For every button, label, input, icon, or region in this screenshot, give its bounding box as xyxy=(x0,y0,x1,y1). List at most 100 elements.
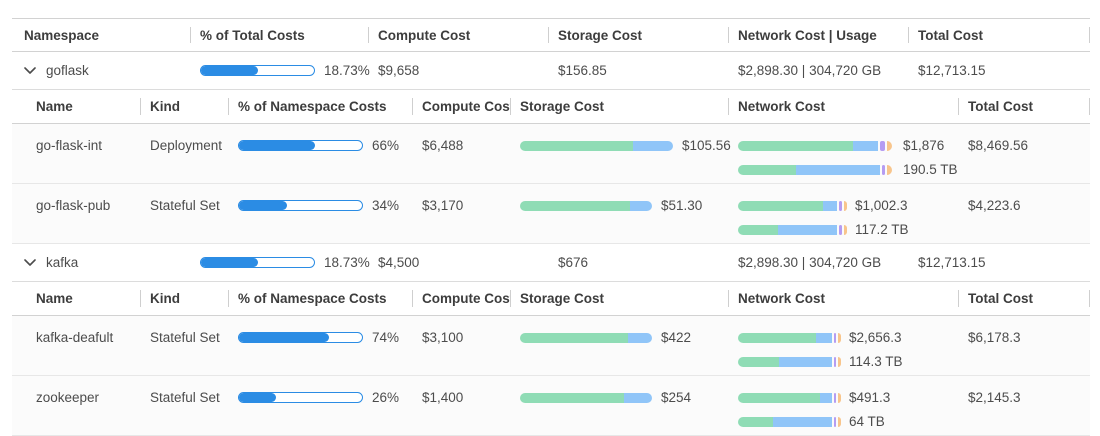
workload-kind: Deployment xyxy=(150,138,223,153)
storage-cost-bar-value: $254 xyxy=(661,390,692,405)
storage-cost-bar-value: $51.30 xyxy=(661,198,703,213)
workload-row[interactable]: zookeeper Stateful Set 26% $1,400 $254 $491.3… xyxy=(12,376,1090,436)
namespace-name: kafka xyxy=(46,255,79,270)
network-usage-bar-value: 117.2 TB xyxy=(855,222,909,237)
bar-segment-green-icon xyxy=(738,200,824,211)
namespace-row[interactable]: kafka 18.73% $4,500 $676 $2,898.30 | 304,720… xyxy=(12,244,1090,282)
namespace-cost-share-bar xyxy=(238,392,363,403)
namespace-total-cost: $12,713.15 xyxy=(918,255,986,270)
workload-kind: Stateful Set xyxy=(150,330,220,345)
namespace-storage-cost: $676 xyxy=(558,255,589,270)
workload-compute-cost: $3,170 xyxy=(422,198,464,213)
chevron-down-icon[interactable] xyxy=(24,67,36,74)
bar-segment-orange-icon xyxy=(837,356,841,367)
workload-kind: Stateful Set xyxy=(150,198,220,213)
bar-segment-orange-icon xyxy=(887,140,892,151)
network-usage-bar-value: 64 TB xyxy=(849,414,885,429)
workload-row[interactable]: kafka-deafult Stateful Set 74% $3,100 $422 $2… xyxy=(12,316,1090,376)
namespace-cost-share-bar-fill xyxy=(239,141,316,150)
bar-segment-purple-icon xyxy=(881,164,886,175)
namespace-network-cost-usage: $2,898.30 | 304,720 GB xyxy=(738,63,882,78)
namespace-network-cost-usage: $2,898.30 | 304,720 GB xyxy=(738,255,882,270)
cost-breakdown-table: Namespace% of Total Costs Compute Cost Sto… xyxy=(12,18,1090,436)
network-usage-bar xyxy=(738,224,847,235)
bar-segment-purple-icon xyxy=(880,140,886,151)
namespace-total-cost: $12,713.15 xyxy=(918,63,986,78)
column-header-of-total-costs: % of Total Costs xyxy=(190,19,368,51)
nested-column-header-of-namespace-costs: % of Namespace Costs xyxy=(228,282,412,315)
bar-segment-blue-icon xyxy=(624,392,652,403)
bar-segment-green-icon xyxy=(738,356,779,367)
bar-segment-blue-icon xyxy=(772,416,832,427)
nested-column-header-name: Name xyxy=(36,291,73,306)
namespace-name: goflask xyxy=(46,63,89,78)
namespace-cost-share-bar xyxy=(238,140,363,151)
storage-cost-bar-value: $105.56 xyxy=(682,138,731,153)
workload-name: zookeeper xyxy=(36,390,100,405)
storage-cost-bar xyxy=(520,140,673,151)
network-cost-bar-value: $491.3 xyxy=(849,390,891,405)
column-header-namespace: Namespace xyxy=(24,27,100,43)
bar-segment-blue-icon xyxy=(853,140,879,151)
nested-column-header-compute-cost: Compute Cost xyxy=(412,282,510,315)
table-header-row: Namespace % of Total Costs Compute Cost Sto… xyxy=(12,18,1090,52)
bar-segment-blue-icon xyxy=(819,392,832,403)
bar-segment-purple-icon xyxy=(833,356,836,367)
network-usage-bar xyxy=(738,416,841,427)
total-cost-share-bar-fill xyxy=(201,258,258,267)
nested-header-row: Name Kind% of Namespace Costs Compute Cost… xyxy=(12,282,1090,316)
namespace-cost-share-value: 66% xyxy=(372,138,400,153)
workload-row[interactable]: go-flask-pub Stateful Set 34% $3,170 $51.30 $… xyxy=(12,184,1090,244)
workload-kind: Stateful Set xyxy=(150,390,220,405)
bar-segment-green-icon xyxy=(520,140,634,151)
bar-segment-purple-icon xyxy=(839,200,842,211)
workload-row[interactable]: go-flask-int Deployment 66% $6,488 $105.56 $1… xyxy=(12,124,1090,184)
bar-segment-orange-icon xyxy=(887,164,892,175)
bar-segment-blue-icon xyxy=(633,140,673,151)
workload-name: go-flask-pub xyxy=(36,198,111,213)
namespace-cost-share-bar-fill xyxy=(239,333,329,342)
namespace-cost-share-value: 26% xyxy=(372,390,400,405)
bar-segment-purple-icon xyxy=(833,416,836,427)
bar-segment-green-icon xyxy=(738,224,778,235)
network-cost-bar xyxy=(738,332,841,343)
workload-total-cost: $4,223.6 xyxy=(968,198,1021,213)
nested-column-header-kind: Kind xyxy=(140,282,228,315)
bar-segment-green-icon xyxy=(738,164,796,175)
workload-name: go-flask-int xyxy=(36,138,103,153)
column-header-compute-cost: Compute Cost xyxy=(368,19,548,51)
namespace-cost-share-value: 34% xyxy=(372,198,400,213)
network-cost-bar-value: $1,876 xyxy=(903,138,945,153)
nested-column-header-total-cost: Total Cost xyxy=(958,90,1090,123)
workload-compute-cost: $1,400 xyxy=(422,390,464,405)
bar-segment-orange-icon xyxy=(843,224,847,235)
nested-column-header-compute-cost: Compute Cost xyxy=(412,90,510,123)
nested-column-header-storage-cost: Storage Cost xyxy=(510,282,728,315)
bar-segment-blue-icon xyxy=(778,356,832,367)
network-usage-bar xyxy=(738,164,894,175)
column-header-network-cost-usage: Network Cost | Usage xyxy=(728,19,908,51)
bar-segment-orange-icon xyxy=(843,200,847,211)
total-cost-share-bar-fill xyxy=(201,66,258,75)
network-cost-bar xyxy=(738,200,847,211)
total-cost-share-value: 18.73% xyxy=(324,255,370,270)
bar-segment-green-icon xyxy=(738,416,773,427)
chevron-down-icon[interactable] xyxy=(24,259,36,266)
namespace-row[interactable]: goflask 18.73% $9,658 $156.85 $2,898.30 | 30… xyxy=(12,52,1090,90)
namespace-compute-cost: $9,658 xyxy=(378,63,420,78)
workload-compute-cost: $6,488 xyxy=(422,138,464,153)
nested-column-header-kind: Kind xyxy=(140,90,228,123)
bar-segment-blue-icon xyxy=(628,332,652,343)
bar-segment-green-icon xyxy=(738,332,816,343)
workload-name: kafka-deafult xyxy=(36,330,114,345)
bar-segment-orange-icon xyxy=(837,332,841,343)
bar-segment-blue-icon xyxy=(815,332,832,343)
bar-segment-green-icon xyxy=(738,140,854,151)
nested-column-header-network-cost: Network Cost xyxy=(728,90,958,123)
workload-compute-cost: $3,100 xyxy=(422,330,464,345)
network-cost-bar xyxy=(738,392,841,403)
workload-total-cost: $8,469.56 xyxy=(968,138,1029,153)
nested-column-header-network-cost: Network Cost xyxy=(728,282,958,315)
network-usage-bar-value: 114.3 TB xyxy=(849,354,903,369)
bar-segment-blue-icon xyxy=(823,200,838,211)
